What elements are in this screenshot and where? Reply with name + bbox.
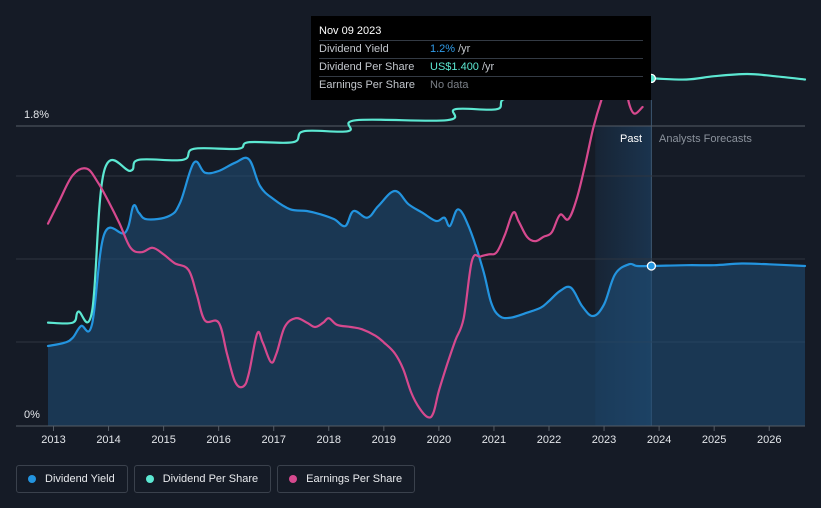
tooltip-value: No data — [430, 79, 469, 91]
area-fills — [48, 157, 805, 426]
y-tick-label-top: 1.8% — [24, 109, 49, 121]
x-tick-label: 2025 — [702, 434, 726, 446]
tooltip-value: US$1.400 — [430, 61, 479, 73]
legend-label: Dividend Per Share — [162, 473, 259, 485]
legend-item-earnings-per-share[interactable]: Earnings Per Share — [277, 465, 416, 493]
series-line-dividend-yield — [46, 156, 807, 348]
legend-dot-icon — [145, 475, 154, 483]
series-line-dividend-per-share — [46, 72, 807, 325]
legend-label: Earnings Per Share — [306, 473, 403, 485]
x-tick-label: 2022 — [537, 434, 561, 446]
x-tick-label: 2020 — [427, 434, 451, 446]
x-ticks: 2013 2014 2015 2016 2017 2018 2019 2020 2021 2022… — [16, 425, 805, 446]
x-tick-label: 2013 — [41, 434, 65, 446]
legend-item-dividend-yield[interactable]: Dividend Yield — [16, 465, 128, 493]
tooltip-label: Dividend Yield — [319, 43, 389, 55]
x-tick-label: 2024 — [647, 434, 671, 446]
legend-label: Dividend Yield — [45, 473, 115, 485]
past-label: Past — [620, 133, 642, 145]
x-tick-label: 2015 — [151, 434, 175, 446]
forecast-label: Analysts Forecasts — [659, 133, 752, 145]
legend-dot-icon — [28, 475, 36, 483]
x-tick-label: 2026 — [757, 434, 781, 446]
tooltip: Nov 09 2023 Dividend Yield 1.2% /yr Divi… — [311, 16, 651, 100]
x-tick-label: 2021 — [482, 434, 506, 446]
x-tick-label: 2023 — [592, 434, 616, 446]
current-point-dividend-yield — [646, 261, 657, 271]
axes: 1.8% 0% Past Analysts Forecasts — [24, 109, 752, 421]
series-lines — [46, 66, 807, 419]
x-tick-label: 2017 — [261, 434, 285, 446]
series-line-earnings-per-share — [46, 66, 644, 419]
x-tick-label: 2018 — [317, 434, 341, 446]
x-tick-label: 2019 — [372, 434, 396, 446]
tooltip-row-dividend-per-share: Dividend Per Share US$1.400 /yr — [319, 58, 643, 76]
dividend-yield-area — [48, 157, 805, 426]
tooltip-row-earnings-per-share: Earnings Per Share No data — [319, 76, 643, 94]
tooltip-value: 1.2% — [430, 43, 456, 55]
y-tick-label-bottom: 0% — [24, 409, 40, 421]
tooltip-date: Nov 09 2023 — [319, 25, 382, 37]
legend: Dividend Yield Dividend Per Share Earnin… — [16, 465, 416, 493]
tooltip-unit: /yr — [481, 61, 495, 73]
tooltip-unit: /yr — [458, 43, 471, 55]
tooltip-label: Dividend Per Share — [319, 61, 415, 73]
x-tick-label: 2014 — [96, 434, 120, 446]
tooltip-label: Earnings Per Share — [319, 79, 415, 91]
tooltip-row-dividend-yield: Dividend Yield 1.2% /yr — [319, 40, 643, 58]
legend-item-dividend-per-share[interactable]: Dividend Per Share — [133, 465, 272, 493]
x-tick-label: 2016 — [206, 434, 230, 446]
legend-dot-icon — [289, 475, 298, 483]
